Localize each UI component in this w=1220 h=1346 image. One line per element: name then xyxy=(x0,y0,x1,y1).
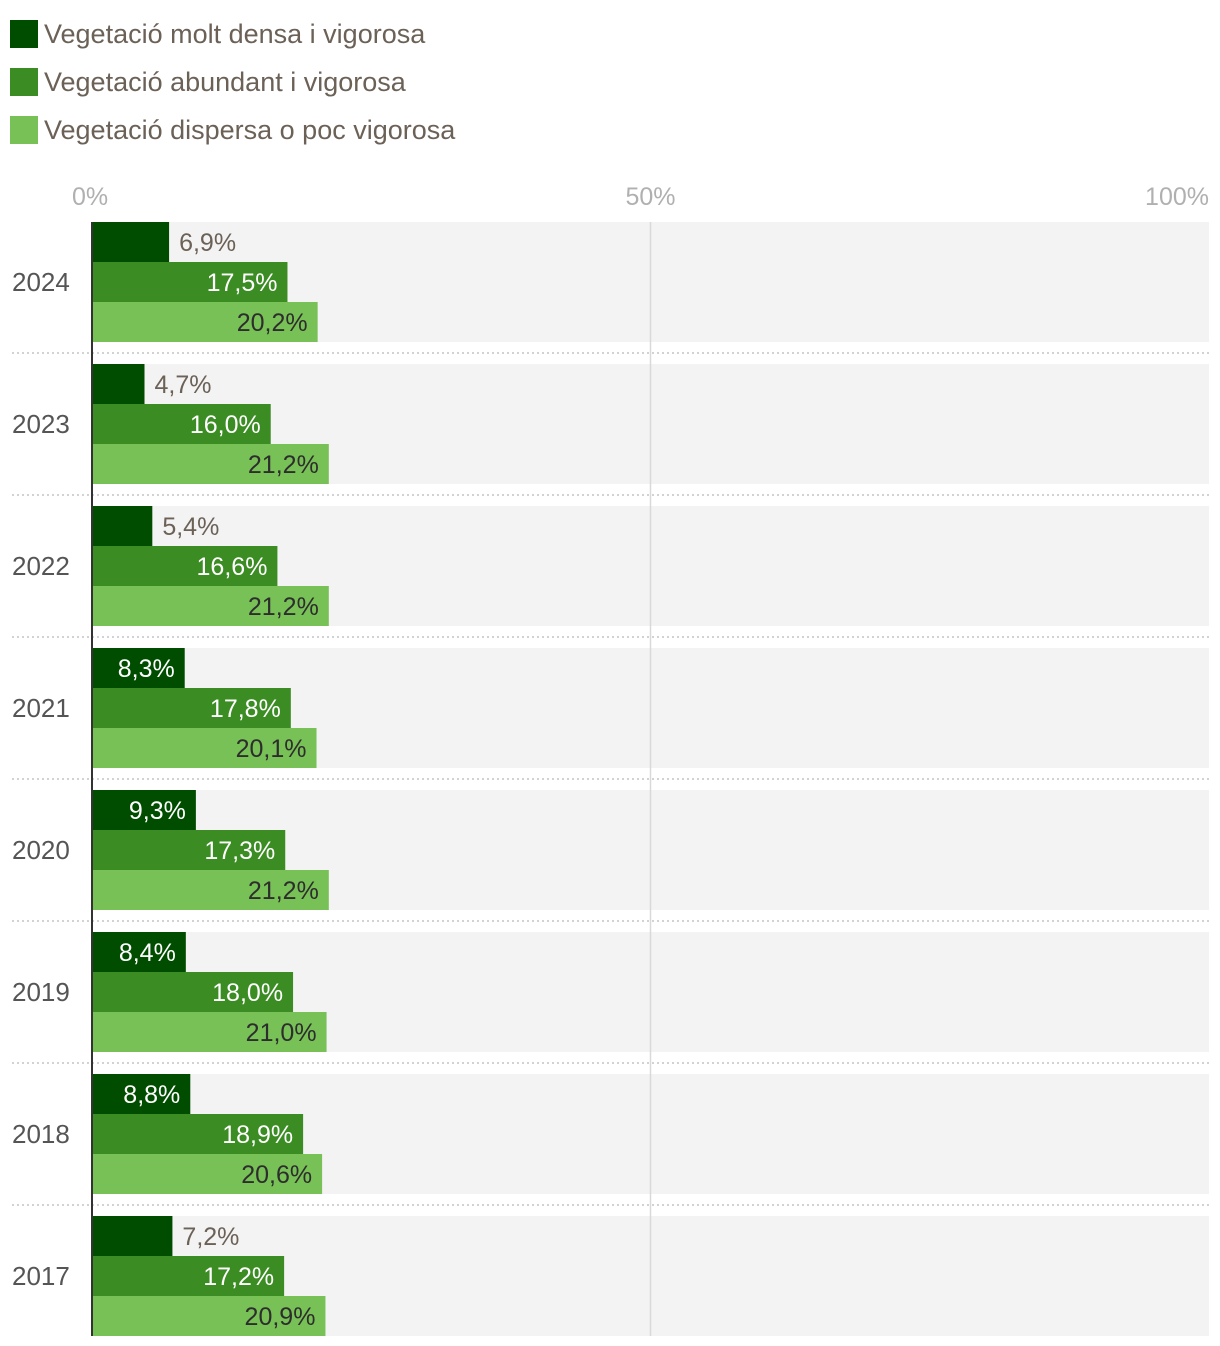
value-label: 16,6% xyxy=(197,553,268,581)
value-label: 21,0% xyxy=(246,1019,317,1047)
category-label: 2021 xyxy=(12,693,70,723)
value-label: 16,0% xyxy=(190,411,261,439)
value-label: 8,3% xyxy=(118,655,175,683)
category-label: 2022 xyxy=(12,551,70,581)
value-label: 20,9% xyxy=(245,1303,316,1331)
bar xyxy=(92,1154,323,1194)
bar xyxy=(92,728,317,768)
legend-item: Vegetació dispersa o poc vigorosa xyxy=(10,106,455,154)
bar xyxy=(92,586,329,626)
x-tick-label: 0% xyxy=(72,183,108,211)
bar xyxy=(92,972,294,1012)
legend-label: Vegetació dispersa o poc vigorosa xyxy=(44,114,456,145)
x-tick-label: 50% xyxy=(625,183,675,211)
value-label: 17,3% xyxy=(204,837,275,865)
category-label: 2023 xyxy=(12,409,70,439)
bar xyxy=(92,222,170,262)
bar xyxy=(92,1114,304,1154)
value-label: 9,3% xyxy=(129,797,186,825)
bar xyxy=(92,830,286,870)
bar xyxy=(92,1216,173,1256)
category-label: 2018 xyxy=(12,1119,70,1149)
bar xyxy=(92,648,185,688)
value-label: 20,6% xyxy=(241,1161,312,1189)
legend: Vegetació molt densa i vigorosa Vegetació… xyxy=(10,10,455,154)
value-label: 6,9% xyxy=(179,229,236,257)
bar xyxy=(92,1074,191,1114)
value-label: 18,9% xyxy=(222,1121,293,1149)
value-label: 17,8% xyxy=(210,695,281,723)
legend-swatch xyxy=(10,68,38,96)
value-label: 20,2% xyxy=(237,309,308,337)
legend-swatch xyxy=(10,116,38,144)
bar xyxy=(92,546,278,586)
value-label: 17,5% xyxy=(207,269,278,297)
value-label: 18,0% xyxy=(212,979,283,1007)
value-label: 17,2% xyxy=(203,1263,274,1291)
bar xyxy=(92,870,329,910)
bar xyxy=(92,262,288,302)
value-label: 21,2% xyxy=(248,593,319,621)
x-tick-label: 100% xyxy=(1145,183,1209,211)
legend-swatch xyxy=(10,20,38,48)
category-label: 2024 xyxy=(12,267,70,297)
value-label: 21,2% xyxy=(248,877,319,905)
value-label: 21,2% xyxy=(248,451,319,479)
bar xyxy=(92,1256,285,1296)
bar xyxy=(92,688,291,728)
value-label: 7,2% xyxy=(182,1223,239,1251)
bar xyxy=(92,1012,327,1052)
bar xyxy=(92,302,318,342)
value-label: 8,8% xyxy=(123,1081,180,1109)
legend-item: Vegetació molt densa i vigorosa xyxy=(10,10,455,58)
value-label: 8,4% xyxy=(119,939,176,967)
legend-item: Vegetació abundant i vigorosa xyxy=(10,58,455,106)
legend-label: Vegetació abundant i vigorosa xyxy=(44,66,406,97)
category-label: 2019 xyxy=(12,977,70,1007)
value-label: 5,4% xyxy=(162,513,219,541)
bar xyxy=(92,1296,326,1336)
value-label: 4,7% xyxy=(154,371,211,399)
category-label: 2020 xyxy=(12,835,70,865)
value-label: 20,1% xyxy=(236,735,307,763)
bar xyxy=(92,506,153,546)
bar xyxy=(92,404,271,444)
bar xyxy=(92,444,329,484)
bar xyxy=(92,932,186,972)
legend-label: Vegetació molt densa i vigorosa xyxy=(44,18,426,49)
category-label: 2017 xyxy=(12,1261,70,1291)
bar xyxy=(92,790,196,830)
bar xyxy=(92,364,145,404)
